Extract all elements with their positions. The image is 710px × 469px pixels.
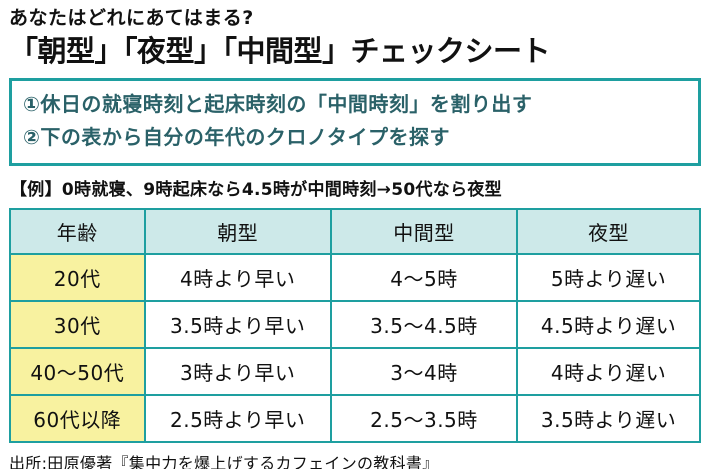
age-cell: 40〜50代: [9, 346, 146, 396]
morning-type-cell: 4時より早い: [143, 252, 332, 302]
column-header-morning-type: 朝型: [143, 207, 332, 255]
night-type-cell: 3.5時より遅い: [516, 393, 701, 443]
night-type-cell: 4時より遅い: [516, 346, 701, 396]
page-title: 「朝型」「夜型」「中間型」チェックシート: [9, 33, 551, 68]
column-header-age: 年齢: [9, 207, 146, 255]
instruction-step-2: ②下の表から自分の年代のクロノタイプを探す: [23, 124, 451, 149]
instruction-box: ①休日の就寝時刻と起床時刻の「中間時刻」を割り出す ②下の表から自分の年代のクロ…: [9, 77, 701, 166]
table-row-30s: 30代 3.5時より早い 3.5〜4.5時 4.5時より遅い: [9, 299, 701, 349]
intermediate-type-cell: 2.5〜3.5時: [329, 393, 519, 443]
table-header-row: 年齢 朝型 中間型 夜型: [9, 207, 701, 255]
intermediate-type-cell: 3〜4時: [329, 346, 519, 396]
morning-type-cell: 2.5時より早い: [143, 393, 332, 443]
example-note: 【例】0時就寝、9時起床なら4.5時が中間時刻→50代なら夜型: [10, 179, 502, 200]
age-cell: 20代: [9, 252, 146, 302]
column-header-night-type: 夜型: [516, 207, 701, 255]
table-row-20s: 20代 4時より早い 4〜5時 5時より遅い: [9, 252, 701, 302]
column-header-intermediate-type: 中間型: [329, 207, 519, 255]
table-row-60s-plus: 60代以降 2.5時より早い 2.5〜3.5時 3.5時より遅い: [9, 393, 701, 443]
page-subtitle: あなたはどれにあてはまる?: [9, 7, 254, 29]
morning-type-cell: 3時より早い: [143, 346, 332, 396]
night-type-cell: 5時より遅い: [516, 252, 701, 302]
source-note: 出所:田原優著『集中力を爆上げするカフェインの教科書』: [9, 453, 439, 469]
table-row-40s-50s: 40〜50代 3時より早い 3〜4時 4時より遅い: [9, 346, 701, 396]
age-cell: 30代: [9, 299, 146, 349]
morning-type-cell: 3.5時より早い: [143, 299, 332, 349]
instruction-step-1: ①休日の就寝時刻と起床時刻の「中間時刻」を割り出す: [23, 91, 533, 116]
chronotype-table: 年齢 朝型 中間型 夜型 20代 4時より早い 4〜5時 5時より遅い 30代 …: [9, 207, 701, 443]
night-type-cell: 4.5時より遅い: [516, 299, 701, 349]
intermediate-type-cell: 3.5〜4.5時: [329, 299, 519, 349]
intermediate-type-cell: 4〜5時: [329, 252, 519, 302]
age-cell: 60代以降: [9, 393, 146, 443]
